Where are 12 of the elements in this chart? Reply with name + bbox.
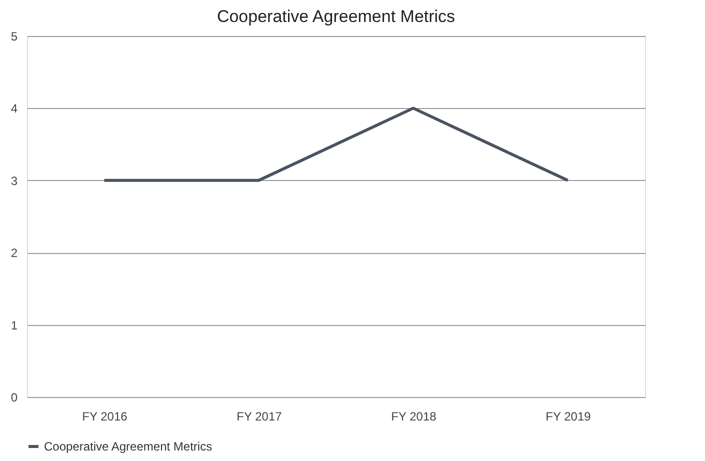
y-tick-label: 5 bbox=[10, 30, 18, 44]
y-tick-label: 0 bbox=[10, 390, 18, 404]
x-tick-label: FY 2019 bbox=[546, 410, 592, 424]
y-tick-label: 1 bbox=[10, 318, 18, 332]
x-tick-label: FY 2018 bbox=[391, 410, 437, 424]
chart-title: Cooperative Agreement Metrics bbox=[216, 7, 456, 26]
y-tick-label: 3 bbox=[10, 174, 18, 188]
x-tick-label: FY 2016 bbox=[82, 410, 128, 424]
y-tick-label: 4 bbox=[10, 102, 18, 116]
legend-label: Cooperative Agreement Metrics bbox=[44, 440, 212, 454]
x-tick-label: FY 2017 bbox=[236, 410, 282, 424]
y-tick-label: 2 bbox=[10, 246, 18, 260]
